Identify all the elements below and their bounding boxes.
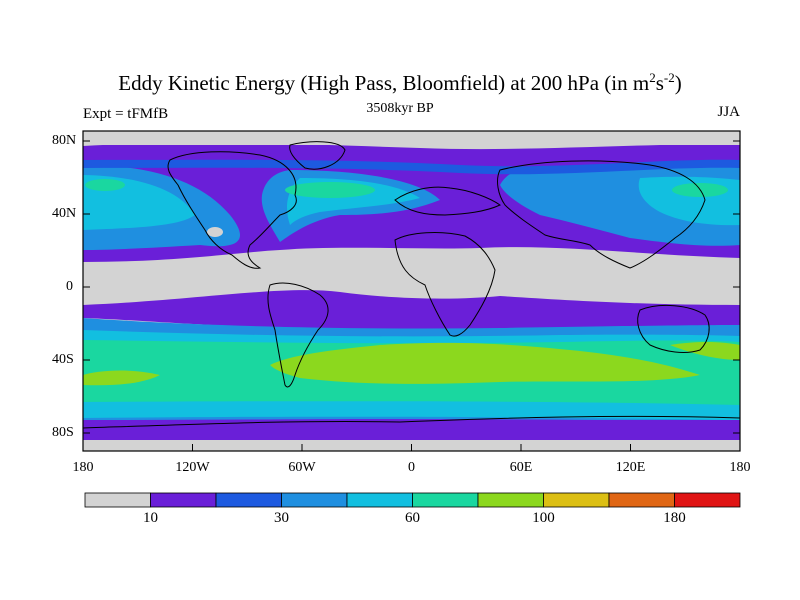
colorbar-label: 60 [405, 510, 420, 526]
colorbar [84, 492, 741, 508]
eke-field [83, 131, 740, 451]
colorbar-box-2 [150, 492, 217, 508]
colorbar-box-3 [215, 492, 282, 508]
season-label: JJA [717, 104, 740, 120]
arctic-grey [83, 131, 740, 145]
y-tick-label: 80S [52, 425, 74, 440]
sh-purple-band [83, 290, 740, 329]
antarctica-coast [83, 415, 740, 429]
y-tick-label: 40N [52, 206, 77, 221]
colorbar-box-7 [477, 492, 544, 508]
y-tick-label: 80N [52, 133, 77, 148]
coastlines [83, 141, 740, 429]
australia-coast [637, 305, 710, 353]
sh-yellowgreen-max [270, 342, 700, 384]
nh-green-spot [85, 179, 125, 191]
y-tick-label: 0 [66, 279, 73, 294]
africa-coast [394, 232, 496, 337]
map-title: Eddy Kinetic Energy (High Pass, Bloomfie… [118, 70, 682, 95]
y-ticks [83, 140, 740, 434]
nh-green-spot [285, 182, 375, 198]
experiment-label: Expt = tFMfB [83, 106, 169, 122]
colorbar-box-6 [412, 492, 479, 508]
x-tick-label: 60E [509, 460, 533, 475]
colorbar-label: 180 [663, 510, 686, 526]
x-tick-label: 180 [72, 460, 94, 475]
nh-cyan-band [83, 175, 740, 230]
colorbar-box-9 [608, 492, 675, 508]
greenland-coast [289, 141, 346, 170]
x-tick-label: 120E [615, 460, 646, 475]
x-tick-label: 60W [288, 460, 316, 475]
colorbar-box-1 [84, 492, 151, 508]
colorbar-box-5 [346, 492, 413, 508]
nh-blue-band [83, 164, 740, 250]
colorbar-box-4 [281, 492, 348, 508]
x-ticks [82, 444, 741, 451]
colorbar-box-10 [674, 492, 741, 508]
grey-patch [207, 227, 223, 237]
colorbar-label: 30 [274, 510, 289, 526]
north-america-coast [167, 151, 297, 269]
asia-coast [497, 160, 706, 269]
map-subtitle: 3508kyr BP [366, 101, 434, 116]
x-tick-label: 180 [729, 460, 751, 475]
colorbar-label: 10 [143, 510, 158, 526]
sh-yellowgreen-max [83, 370, 160, 386]
colorbar-box-8 [543, 492, 610, 508]
sh-yellowgreen-max [670, 341, 740, 360]
x-tick-label: 120W [175, 460, 210, 475]
x-tick-label: 0 [408, 460, 415, 475]
south-america-coast [267, 282, 329, 388]
y-tick-label: 40S [52, 352, 74, 367]
europe-coast [394, 186, 501, 216]
nh-darkblue-band [83, 159, 740, 175]
colorbar-label: 100 [532, 510, 555, 526]
